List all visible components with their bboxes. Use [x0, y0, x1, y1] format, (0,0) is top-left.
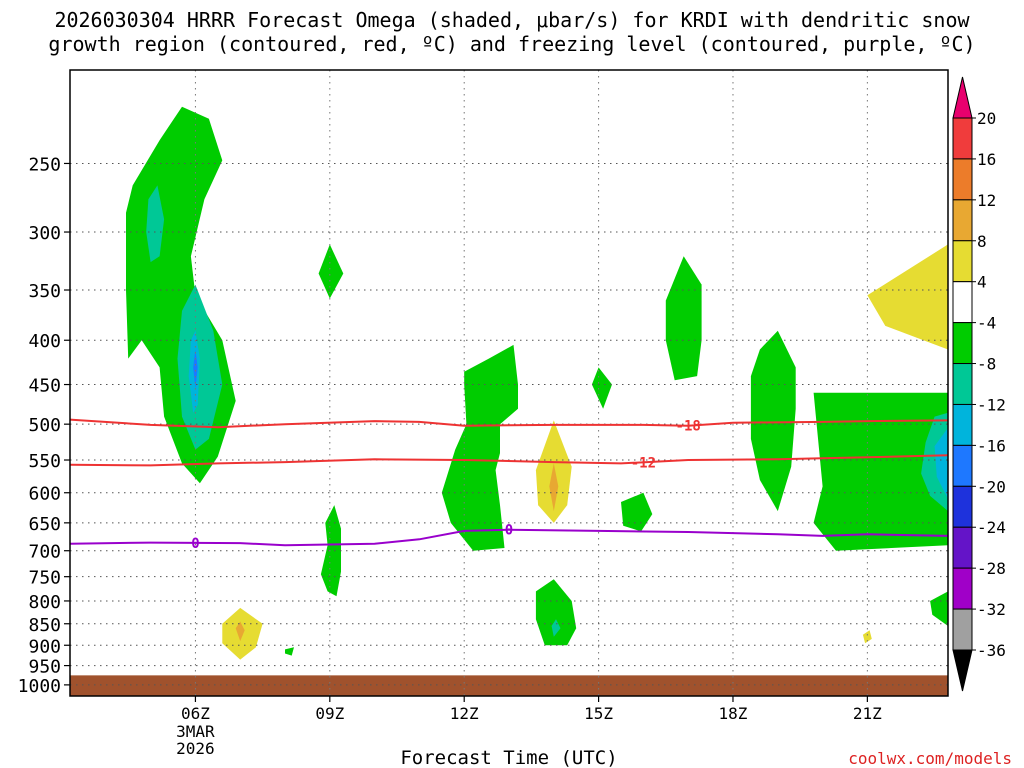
- omega-region: [320, 505, 341, 597]
- omega-region: [146, 185, 165, 263]
- omega-region: [750, 330, 796, 512]
- y-tick-label: 800: [28, 592, 61, 613]
- contour-label: 0: [505, 523, 513, 539]
- y-tick-label: 600: [28, 484, 61, 505]
- y-tick-label: 550: [28, 451, 61, 472]
- y-tick-label: 950: [28, 657, 61, 678]
- plot-frame: [69, 69, 949, 697]
- colorbar-tick-label: -4: [977, 314, 996, 333]
- colorbar-swatch: [952, 158, 973, 201]
- x-tick-label: 18Z: [719, 704, 748, 723]
- colorbar-tick-label: 12: [977, 191, 996, 210]
- contour-dgz-top: [69, 418, 949, 429]
- colorbar-tick-label: -20: [977, 477, 1006, 496]
- x-axis-title: Forecast Time (UTC): [400, 747, 617, 768]
- omega-region: [535, 579, 577, 646]
- colorbar-top-arrow: [952, 76, 973, 119]
- y-tick-label: 1000: [18, 676, 61, 697]
- colorbar-swatch: [952, 363, 973, 405]
- colorbar-tick-label: -32: [977, 600, 1006, 619]
- colorbar-swatch: [952, 485, 973, 528]
- colorbar-swatch: [952, 240, 973, 283]
- y-tick-label: 250: [28, 154, 61, 175]
- omega-region: [441, 344, 518, 551]
- y-tick-label: 500: [28, 415, 61, 436]
- colorbar-tick-label: 4: [977, 273, 987, 292]
- y-axis: 2503003504004505005506006507007508008509…: [18, 154, 70, 697]
- y-tick-label: 350: [28, 281, 61, 302]
- omega-region: [193, 349, 198, 389]
- omega-region: [867, 244, 948, 350]
- x-tick-sublabel: 2026: [176, 739, 215, 758]
- colorbar-tick-label: -36: [977, 641, 1006, 660]
- ground-fill: [70, 675, 948, 696]
- colorbar-swatch: [952, 608, 973, 651]
- colorbar-swatch: [952, 322, 973, 365]
- colorbar-tick-label: 20: [977, 109, 996, 128]
- omega-region: [813, 392, 948, 551]
- contour-freezing-level: [69, 528, 949, 547]
- y-tick-label: 300: [28, 223, 61, 244]
- omega-region: [285, 647, 294, 656]
- contour-label: -18: [676, 419, 701, 435]
- omega-region: [862, 630, 872, 644]
- colorbar-tick-label: -28: [977, 559, 1006, 578]
- omega-region: [591, 367, 612, 409]
- y-tick-label: 750: [28, 568, 61, 589]
- y-tick-label: 450: [28, 376, 61, 397]
- omega-region: [930, 591, 948, 626]
- omega-region: [177, 284, 223, 450]
- watermark: coolwx.com/models: [848, 749, 1012, 768]
- chart-title-line-1: 2026030304 HRRR Forecast Omega (shaded, …: [54, 8, 970, 32]
- colorbar-tick-label: -8: [977, 355, 996, 374]
- colorbar: 20 16 12 8 4 -4 -8 -12 -16 -20 -24 -28 -32 -36: [952, 76, 1006, 692]
- omega-region: [235, 621, 245, 642]
- colorbar-swatch: [952, 403, 973, 446]
- omega-region: [621, 492, 653, 532]
- omega-region: [549, 463, 559, 512]
- y-tick-label: 900: [28, 636, 61, 657]
- contour-dgz-bottom: [69, 454, 949, 467]
- omega-shaded-regions: [126, 106, 948, 660]
- colorbar-tick-label: -16: [977, 436, 1006, 455]
- omega-region: [665, 256, 702, 381]
- contour-label: -12: [631, 455, 656, 471]
- y-tick-label: 650: [28, 514, 61, 535]
- colorbar-tick-label: 16: [977, 150, 996, 169]
- x-tick-label: 15Z: [584, 704, 613, 723]
- x-tick-label: 21Z: [853, 704, 882, 723]
- x-tick-label: 12Z: [450, 704, 479, 723]
- y-tick-label: 850: [28, 615, 61, 636]
- colorbar-bottom-arrow: [952, 649, 973, 692]
- colorbar-tick-label: -12: [977, 395, 1006, 414]
- omega-region: [318, 244, 344, 299]
- colorbar-tick-label: 8: [977, 232, 987, 251]
- omega-region: [551, 619, 561, 637]
- grid-lines: [70, 70, 948, 696]
- x-tick-label: 09Z: [315, 704, 344, 723]
- colorbar-swatch: [952, 444, 973, 487]
- colorbar-swatch: [952, 567, 973, 610]
- omega-region: [934, 427, 948, 499]
- colorbar-swatch: [952, 199, 973, 242]
- chart-title-line-2: growth region (contoured, red, ºC) and f…: [48, 32, 976, 56]
- y-tick-label: 400: [28, 331, 61, 352]
- temperature-contours: -18 -12 0 0: [69, 418, 949, 552]
- ground-layer: [70, 675, 948, 696]
- x-tick-label: 06Z: [181, 704, 210, 723]
- colorbar-swatch: [952, 281, 973, 324]
- contour-label: 0: [191, 536, 199, 552]
- y-tick-label: 700: [28, 542, 61, 563]
- colorbar-tick-label: -24: [977, 518, 1006, 537]
- colorbar-swatch: [952, 117, 973, 160]
- colorbar-swatch: [952, 526, 973, 569]
- x-tick-sublabel: 3MAR: [176, 722, 215, 741]
